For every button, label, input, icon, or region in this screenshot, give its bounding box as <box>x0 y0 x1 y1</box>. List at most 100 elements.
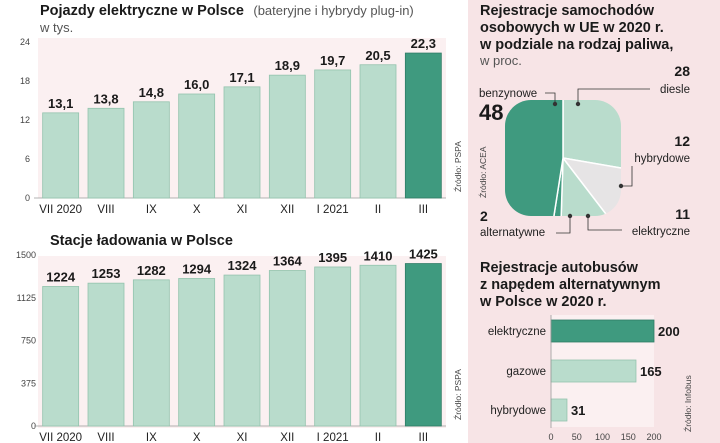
pie-label-elektryczne-value: 11 <box>675 206 690 222</box>
buses-hbar-chart: elektryczne 200 gazowe 165 hybrydowe 31 0 50 100… <box>488 315 680 442</box>
stations-bar-8 <box>404 263 442 427</box>
buses-category-2: hybrydowe <box>490 405 546 417</box>
ev-category-7: II <box>375 204 381 216</box>
pie-leader-alternatywne <box>556 216 571 234</box>
ev-bar-1 <box>87 107 125 199</box>
pie-label-hybrydowe-name: hybrydowe <box>634 153 690 165</box>
stations-category-6: I 2021 <box>317 432 349 443</box>
buses-value-label-1: 165 <box>640 364 662 379</box>
ev-category-1: VIII <box>97 204 114 216</box>
pie-label-hybrydowe-value: 12 <box>674 133 690 149</box>
pie-label-diesle-name: diesle <box>660 84 690 96</box>
eu-fuel-title-line-2: osobowych w UE w 2020 r. <box>480 20 664 36</box>
pie-slice-hybrydowe <box>561 156 621 216</box>
ev-value-label-1: 13,8 <box>93 91 118 106</box>
pie-label-benzynowe-name: benzynowe <box>479 88 537 100</box>
ev-value-label-3: 16,0 <box>184 77 209 92</box>
pie-leader-benzynowe <box>545 92 556 104</box>
eu-fuel-title-line-1: Rejestracje samochodów <box>480 3 655 19</box>
pie-slice-diesle <box>562 100 621 177</box>
ev-bar-7 <box>359 64 397 199</box>
pie-leader-elektryczne <box>587 216 622 231</box>
pie-slice-benzynowe <box>505 100 564 216</box>
ev-category-4: XI <box>237 204 248 216</box>
eu-fuel-title-line-3: w podziale na rodzaj paliwa, <box>479 37 673 53</box>
pie-label-benzynowe-value: 48 <box>479 100 503 125</box>
ev-category-3: X <box>193 204 201 216</box>
ev-ytick-0: 0 <box>25 193 30 203</box>
stations-value-label-6: 1395 <box>318 250 347 265</box>
buses-bar-0 <box>550 319 655 343</box>
stations-chart-title: Stacje ładowania w Polsce <box>50 233 233 249</box>
ev-chart-source: Źródło: PSPA <box>453 141 463 192</box>
ev-ytick-2: 12 <box>20 115 30 125</box>
stations-ytick-1: 375 <box>21 378 36 388</box>
stations-bar-2 <box>132 279 170 427</box>
stations-ytick-4: 1500 <box>16 250 36 260</box>
stations-ytick-2: 750 <box>21 336 36 346</box>
ev-bar-0 <box>42 112 80 199</box>
stations-category-7: II <box>375 432 381 443</box>
pie-slices <box>505 100 621 216</box>
ev-value-label-8: 22,3 <box>411 36 436 51</box>
ev-category-6: I 2021 <box>317 204 349 216</box>
stations-category-3: X <box>193 432 201 443</box>
ev-bar-8 <box>404 52 442 199</box>
buses-xtick-0: 0 <box>548 432 553 442</box>
buses-bar-2 <box>550 398 568 422</box>
ev-bar-4 <box>223 86 261 199</box>
ev-category-0: VII 2020 <box>39 204 82 216</box>
buses-title-line-1: Rejestracje autobusów <box>480 260 639 276</box>
stations-value-label-2: 1282 <box>137 263 166 278</box>
stations-value-label-0: 1224 <box>46 269 76 284</box>
buses-value-label-0: 200 <box>658 324 680 339</box>
ev-ytick-3: 18 <box>20 76 30 86</box>
stations-chart-source: Źródło: PSPA <box>453 369 463 420</box>
buses-source: Źródło: Infobus <box>683 375 693 432</box>
stations-category-0: VII 2020 <box>39 432 82 443</box>
pie-label-alternatywne-name: alternatywne <box>480 227 545 239</box>
pie-dot-benzynowe <box>552 101 558 107</box>
buses-xtick-2: 100 <box>595 432 610 442</box>
buses-xtick-3: 150 <box>621 432 636 442</box>
ev-chart-title: Pojazdy elektryczne w Polsce <box>40 3 244 19</box>
pie-label-elektryczne-name: elektryczne <box>632 226 690 238</box>
buses-category-1: gazowe <box>506 366 546 378</box>
ev-bar-3 <box>178 93 216 199</box>
stations-bar-0 <box>42 286 80 427</box>
pie-dot-alternatywne <box>567 213 573 219</box>
stations-value-label-1: 1253 <box>92 266 121 281</box>
ev-bar-2 <box>132 101 170 199</box>
stations-category-1: VIII <box>97 432 114 443</box>
ev-value-label-0: 13,1 <box>48 96 73 111</box>
ev-bar-6 <box>314 69 352 199</box>
buses-xtick-4: 200 <box>646 432 661 442</box>
buses-value-label-2: 31 <box>571 403 585 418</box>
pie-leader-diesle <box>577 88 650 104</box>
stations-ytick-0: 0 <box>31 421 36 431</box>
stations-bar-4 <box>223 274 261 427</box>
stations-bar-6 <box>314 266 352 427</box>
pie-dot-diesle <box>575 101 581 107</box>
buses-category-0: elektryczne <box>488 326 546 338</box>
ev-category-8: III <box>419 204 429 216</box>
stations-category-4: XI <box>237 432 248 443</box>
stations-value-label-8: 1425 <box>409 247 438 262</box>
stations-value-label-4: 1324 <box>228 258 258 273</box>
ev-category-2: IX <box>146 204 157 216</box>
ev-chart-subtitle: (bateryjne i hybrydy plug-in) <box>253 3 413 18</box>
stations-bar-7 <box>359 264 397 427</box>
pie-label-diesle-value: 28 <box>674 63 690 79</box>
pie-slice-elektryczne <box>558 155 621 216</box>
stations-bar-chart: 0 375 750 1125 1500 1224 VII 2020 1253 VIII 1282 I… <box>16 247 446 443</box>
eu-fuel-unit: w proc. <box>479 53 522 68</box>
buses-bar-1 <box>550 359 637 383</box>
stations-category-2: IX <box>146 432 157 443</box>
eu-fuel-source: Źródło: ACEA <box>478 146 488 198</box>
ev-category-5: XII <box>280 204 294 216</box>
pie-dot-hybrydowe <box>618 183 624 189</box>
ev-value-label-4: 17,1 <box>229 70 254 85</box>
stations-bar-5 <box>268 270 306 427</box>
stations-value-label-3: 1294 <box>182 261 212 276</box>
